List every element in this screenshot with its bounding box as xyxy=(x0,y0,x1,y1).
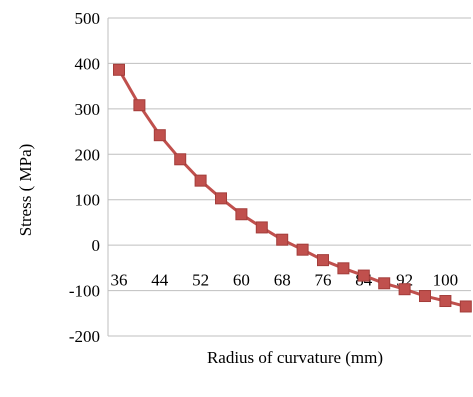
data-point xyxy=(255,221,268,234)
y-tick-label: -200 xyxy=(69,327,100,346)
x-tick-label: 60 xyxy=(233,271,250,290)
y-tick-label: 200 xyxy=(75,145,101,164)
x-tick-label: 52 xyxy=(192,271,209,290)
x-tick-label: 100 xyxy=(433,271,459,290)
grid-lines xyxy=(108,17,471,337)
y-tick-label: 400 xyxy=(75,54,101,73)
y-tick-label: 300 xyxy=(75,100,101,119)
data-point xyxy=(398,283,411,296)
series-line xyxy=(117,69,467,308)
data-point xyxy=(317,254,329,267)
data-point xyxy=(276,233,289,246)
data-point xyxy=(419,290,431,303)
data-point xyxy=(296,243,309,256)
y-tick-label: 500 xyxy=(75,9,101,28)
x-axis-title: Radius of curvature (mm) xyxy=(207,348,383,367)
data-point xyxy=(235,208,248,221)
data-point xyxy=(378,277,391,290)
y-axis-title: Stress ( MPa) xyxy=(16,144,35,237)
data-point xyxy=(357,269,370,282)
data-point xyxy=(439,295,452,308)
series-markers xyxy=(113,63,472,313)
y-tick-label: 100 xyxy=(75,191,101,210)
y-tick-label: -100 xyxy=(69,282,100,301)
y-tick-labels: 500 400 300 200 100 0 -100 -200 xyxy=(69,9,100,346)
y-tick-label: 0 xyxy=(92,236,101,255)
data-point xyxy=(174,153,187,166)
data-point xyxy=(459,300,472,313)
x-tick-label: 44 xyxy=(151,271,169,290)
x-tick-label: 36 xyxy=(111,271,128,290)
x-tick-label: 68 xyxy=(274,271,291,290)
data-point xyxy=(153,129,166,142)
x-tick-label: 76 xyxy=(315,271,332,290)
data-point xyxy=(113,63,125,76)
data-point xyxy=(133,99,146,112)
data-point xyxy=(337,262,350,275)
data-point xyxy=(194,174,207,187)
data-point xyxy=(215,192,227,205)
